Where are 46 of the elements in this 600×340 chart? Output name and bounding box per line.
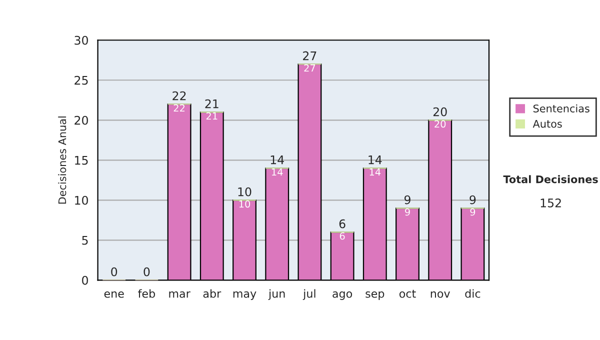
- x-tick-label: dic: [465, 289, 480, 298]
- total-label: 14: [270, 155, 284, 164]
- y-tick-label: 0: [82, 276, 88, 285]
- data-label: 14: [272, 168, 283, 176]
- total-label: 10: [238, 187, 252, 196]
- total-label: 9: [404, 195, 410, 204]
- y-axis-title: Decisiones Anual: [58, 116, 66, 204]
- data-label: 22: [174, 104, 185, 112]
- data-label: 9: [470, 208, 476, 216]
- text: 152: [540, 198, 561, 208]
- y-tick-label: 30: [74, 36, 88, 45]
- data-label: 21: [206, 112, 218, 120]
- y-tick-label: 5: [82, 236, 88, 245]
- total-label: 20: [433, 107, 447, 116]
- y-tick-label: 25: [74, 76, 88, 85]
- x-tick-label: ene: [104, 291, 124, 298]
- data-label: 14: [370, 168, 381, 176]
- x-tick-label: jun: [268, 289, 285, 300]
- data-label: 10: [239, 200, 250, 208]
- data-label: 6: [340, 232, 345, 240]
- total-label: 6: [339, 219, 346, 228]
- x-tick-label: sep: [366, 291, 384, 300]
- x-tick-label: may: [233, 291, 256, 300]
- x-tick-label: oct: [399, 290, 416, 298]
- y-tick-label: 10: [75, 196, 88, 205]
- total-label: 0: [111, 267, 118, 276]
- x-tick-label: abr: [203, 289, 222, 298]
- data-label: 20: [434, 120, 446, 128]
- x-tick-label: jul: [302, 289, 316, 300]
- x-tick-label: feb: [138, 289, 155, 298]
- total-label: 0: [144, 267, 150, 276]
- text: Total Decisiones: [503, 175, 598, 184]
- total-label: 22: [172, 91, 186, 100]
- total-label: 27: [303, 51, 316, 60]
- x-tick-label: mar: [169, 291, 190, 298]
- data-label: 9: [405, 208, 410, 216]
- data-label: 27: [304, 64, 316, 72]
- x-tick-label: nov: [430, 291, 450, 298]
- x-tick-label: ago: [332, 291, 352, 300]
- total-label: 21: [205, 99, 218, 108]
- legend-label: Sentencias: [533, 104, 590, 112]
- y-tick-label: 15: [75, 156, 88, 165]
- total-label: 14: [368, 155, 382, 164]
- legend-label: Autos: [532, 120, 562, 128]
- total-label: 9: [470, 195, 476, 204]
- y-tick-label: 20: [74, 116, 88, 125]
